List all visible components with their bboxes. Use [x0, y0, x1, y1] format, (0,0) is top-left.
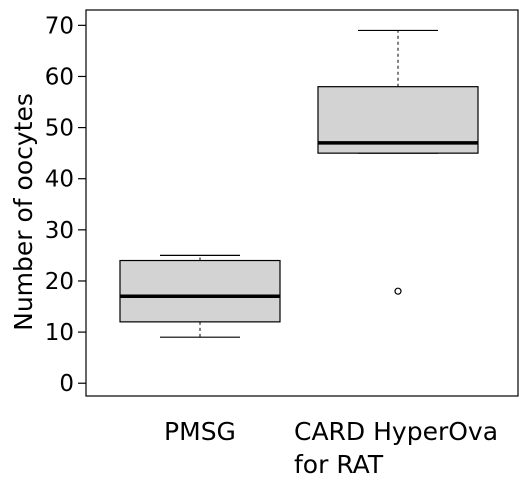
y-tick-label: 50 — [45, 116, 74, 142]
y-tick-label: 40 — [45, 167, 74, 193]
y-tick-label: 60 — [45, 64, 74, 90]
box-group — [119, 254, 281, 338]
x-category-label: PMSG — [164, 417, 236, 446]
outlier-point — [394, 287, 402, 295]
y-tick-label: 70 — [45, 13, 74, 39]
y-tick-label: 0 — [59, 371, 74, 397]
y-tick-label: 20 — [45, 269, 74, 295]
plot-frame — [85, 9, 519, 397]
y-tick-label: 30 — [45, 218, 74, 244]
x-axis-labels: PMSG CARD HyperOva for RAT — [164, 417, 498, 479]
x-category-label: for RAT — [294, 450, 384, 479]
box-group — [317, 29, 479, 295]
boxes — [119, 29, 479, 338]
x-category-label: CARD HyperOva — [294, 417, 498, 446]
y-axis: 0 10 20 30 40 50 60 70 — [45, 13, 86, 397]
y-tick-label: 10 — [45, 320, 74, 346]
box-iqr — [119, 259, 281, 323]
y-axis-title: Number of oocytes — [9, 93, 38, 331]
